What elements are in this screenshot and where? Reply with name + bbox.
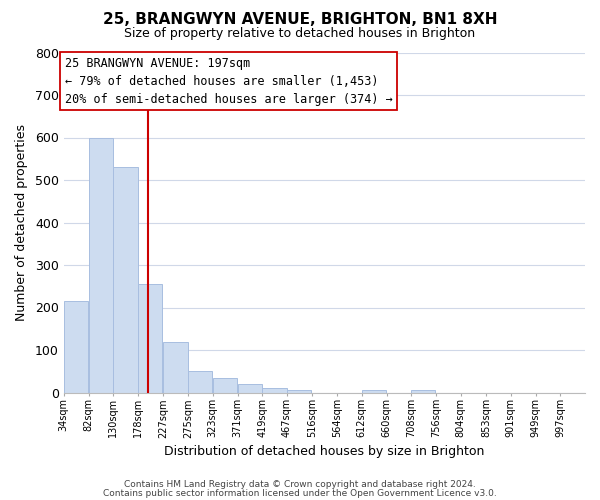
Bar	[213, 378, 237, 392]
Bar	[188, 371, 212, 392]
Text: Size of property relative to detached houses in Brighton: Size of property relative to detached ho…	[124, 28, 476, 40]
Text: Contains HM Land Registry data © Crown copyright and database right 2024.: Contains HM Land Registry data © Crown c…	[124, 480, 476, 489]
Bar	[138, 284, 162, 393]
Bar	[411, 390, 436, 392]
Text: 25, BRANGWYN AVENUE, BRIGHTON, BN1 8XH: 25, BRANGWYN AVENUE, BRIGHTON, BN1 8XH	[103, 12, 497, 28]
Text: Contains public sector information licensed under the Open Government Licence v3: Contains public sector information licen…	[103, 488, 497, 498]
Bar	[89, 138, 113, 392]
Bar	[163, 342, 188, 392]
Text: 25 BRANGWYN AVENUE: 197sqm
← 79% of detached houses are smaller (1,453)
20% of s: 25 BRANGWYN AVENUE: 197sqm ← 79% of deta…	[65, 56, 392, 106]
Bar	[113, 167, 137, 392]
Bar	[262, 388, 287, 392]
Bar	[287, 390, 311, 392]
Bar	[238, 384, 262, 392]
Bar	[64, 301, 88, 392]
Bar	[362, 390, 386, 392]
X-axis label: Distribution of detached houses by size in Brighton: Distribution of detached houses by size …	[164, 444, 485, 458]
Y-axis label: Number of detached properties: Number of detached properties	[15, 124, 28, 321]
